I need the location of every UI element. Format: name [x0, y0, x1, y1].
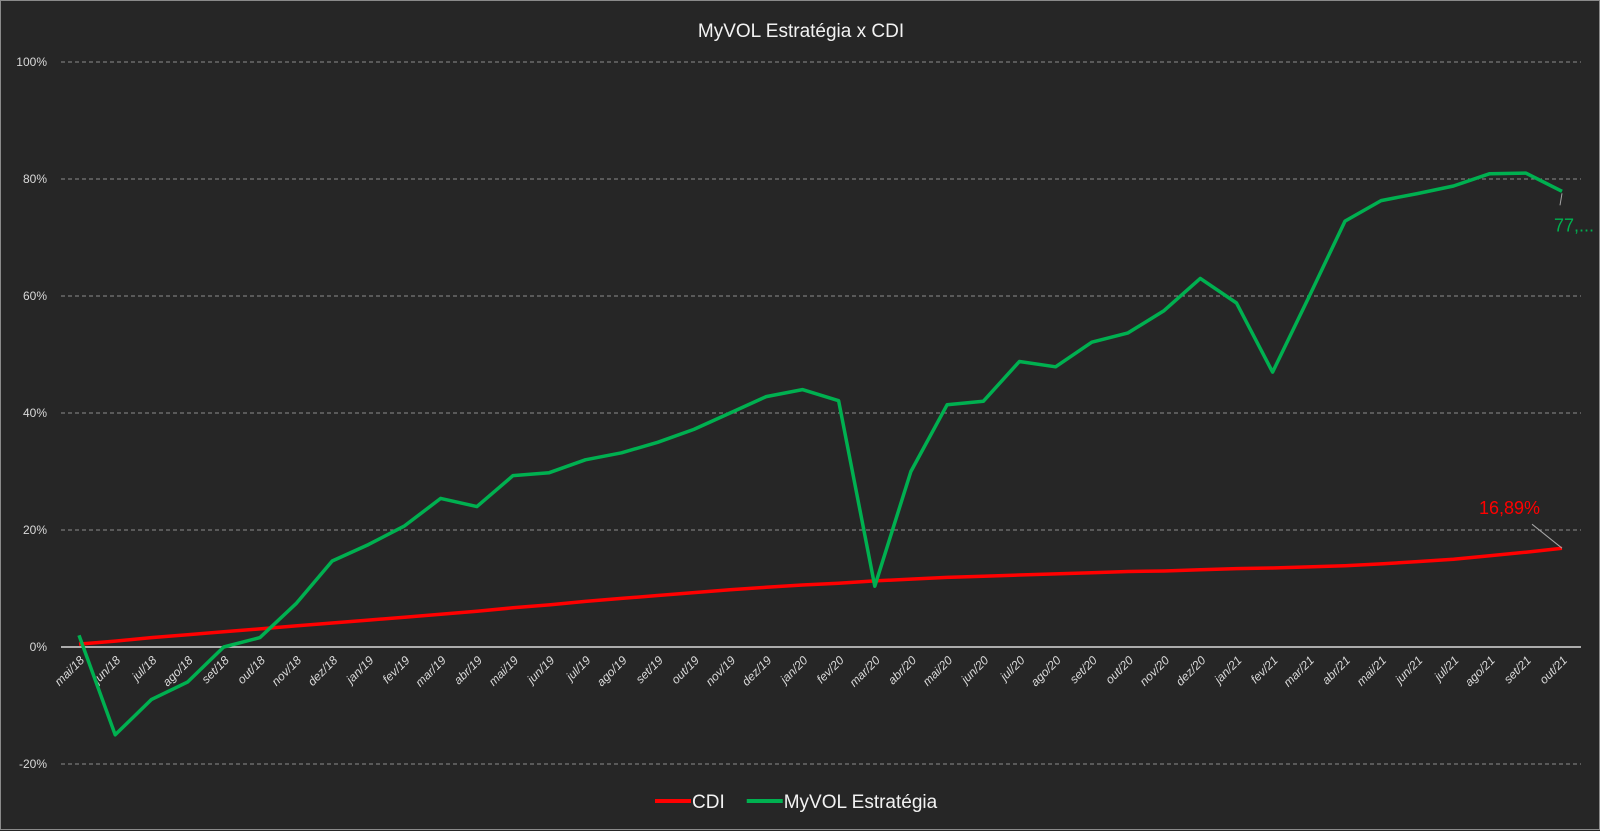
x-tick-label: jan/21: [1210, 653, 1244, 687]
x-tick-label: jul/21: [1430, 653, 1462, 685]
x-tick-label: mai/19: [486, 653, 522, 689]
y-tick-label: 80%: [23, 172, 47, 186]
x-tick-label: jul/19: [562, 653, 594, 685]
x-tick-label: set/20: [1067, 653, 1100, 686]
x-tick-label: mar/19: [413, 653, 450, 690]
x-tick-label: jun/19: [523, 653, 558, 688]
x-tick-label: ago/21: [1462, 653, 1498, 689]
x-tick-label: mar/20: [847, 653, 884, 690]
x-tick-label: nov/20: [1137, 653, 1173, 689]
x-tick-label: jul/20: [996, 653, 1028, 685]
x-tick-label: abr/21: [1319, 653, 1353, 687]
x-tick-label: fev/20: [814, 653, 847, 686]
x-tick-label: out/20: [1103, 653, 1137, 687]
x-tick-label: ago/20: [1028, 653, 1064, 689]
y-tick-label: 60%: [23, 289, 47, 303]
legend-label: MyVOL Estratégia: [784, 792, 938, 813]
x-tick-label: jun/21: [1391, 653, 1425, 687]
x-tick-label: ago/19: [594, 653, 630, 689]
y-tick-label: 40%: [23, 406, 47, 420]
cdi-label-leader-line: [1531, 523, 1563, 549]
x-tick-label: mai/20: [920, 653, 956, 689]
x-tick-label: mar/21: [1281, 653, 1317, 689]
x-tick-label: nov/18: [269, 653, 305, 689]
y-tick-label: 0%: [30, 640, 48, 654]
y-tick-label: 100%: [16, 55, 47, 69]
x-tick-label: jan/20: [776, 653, 811, 688]
y-tick-label: -20%: [19, 757, 47, 771]
x-tick-label: set/18: [199, 653, 232, 686]
x-tick-label: out/18: [234, 653, 268, 687]
x-tick-label: fev/21: [1248, 653, 1281, 686]
x-tick-label: set/19: [633, 653, 666, 686]
x-tick-label: jun/18: [89, 653, 124, 688]
x-tick-label: dez/20: [1173, 653, 1209, 689]
x-tick-label: set/21: [1501, 653, 1534, 686]
x-tick-label: dez/19: [739, 653, 775, 689]
myvol-end-data-label: 77,...: [1554, 215, 1594, 235]
x-tick-label: fev/19: [380, 653, 413, 686]
x-tick-label: out/19: [669, 653, 703, 687]
x-tick-label: jan/19: [342, 653, 377, 688]
y-tick-label: 20%: [23, 523, 47, 537]
x-tick-label: ago/18: [160, 653, 196, 689]
chart-title: MyVOL Estratégia x CDI: [698, 21, 904, 42]
x-tick-label: mai/18: [52, 653, 88, 689]
x-tick-label: mai/21: [1354, 653, 1389, 688]
myvol-label-leader-line: [1559, 193, 1563, 206]
x-tick-label: out/21: [1537, 653, 1570, 686]
cdi-end-data-label: 16,89%: [1479, 498, 1540, 518]
x-tick-label: jun/20: [957, 653, 992, 688]
series-line-cdi: [78, 546, 1563, 646]
x-tick-label: abr/19: [451, 653, 485, 687]
series-line-myvol-estratégia: [77, 171, 1563, 737]
x-tick-label: abr/20: [885, 653, 919, 687]
x-tick-label: nov/19: [703, 653, 739, 689]
x-tick-label: jul/18: [128, 653, 160, 685]
legend-label: CDI: [692, 792, 725, 813]
x-tick-label: dez/18: [305, 653, 341, 689]
